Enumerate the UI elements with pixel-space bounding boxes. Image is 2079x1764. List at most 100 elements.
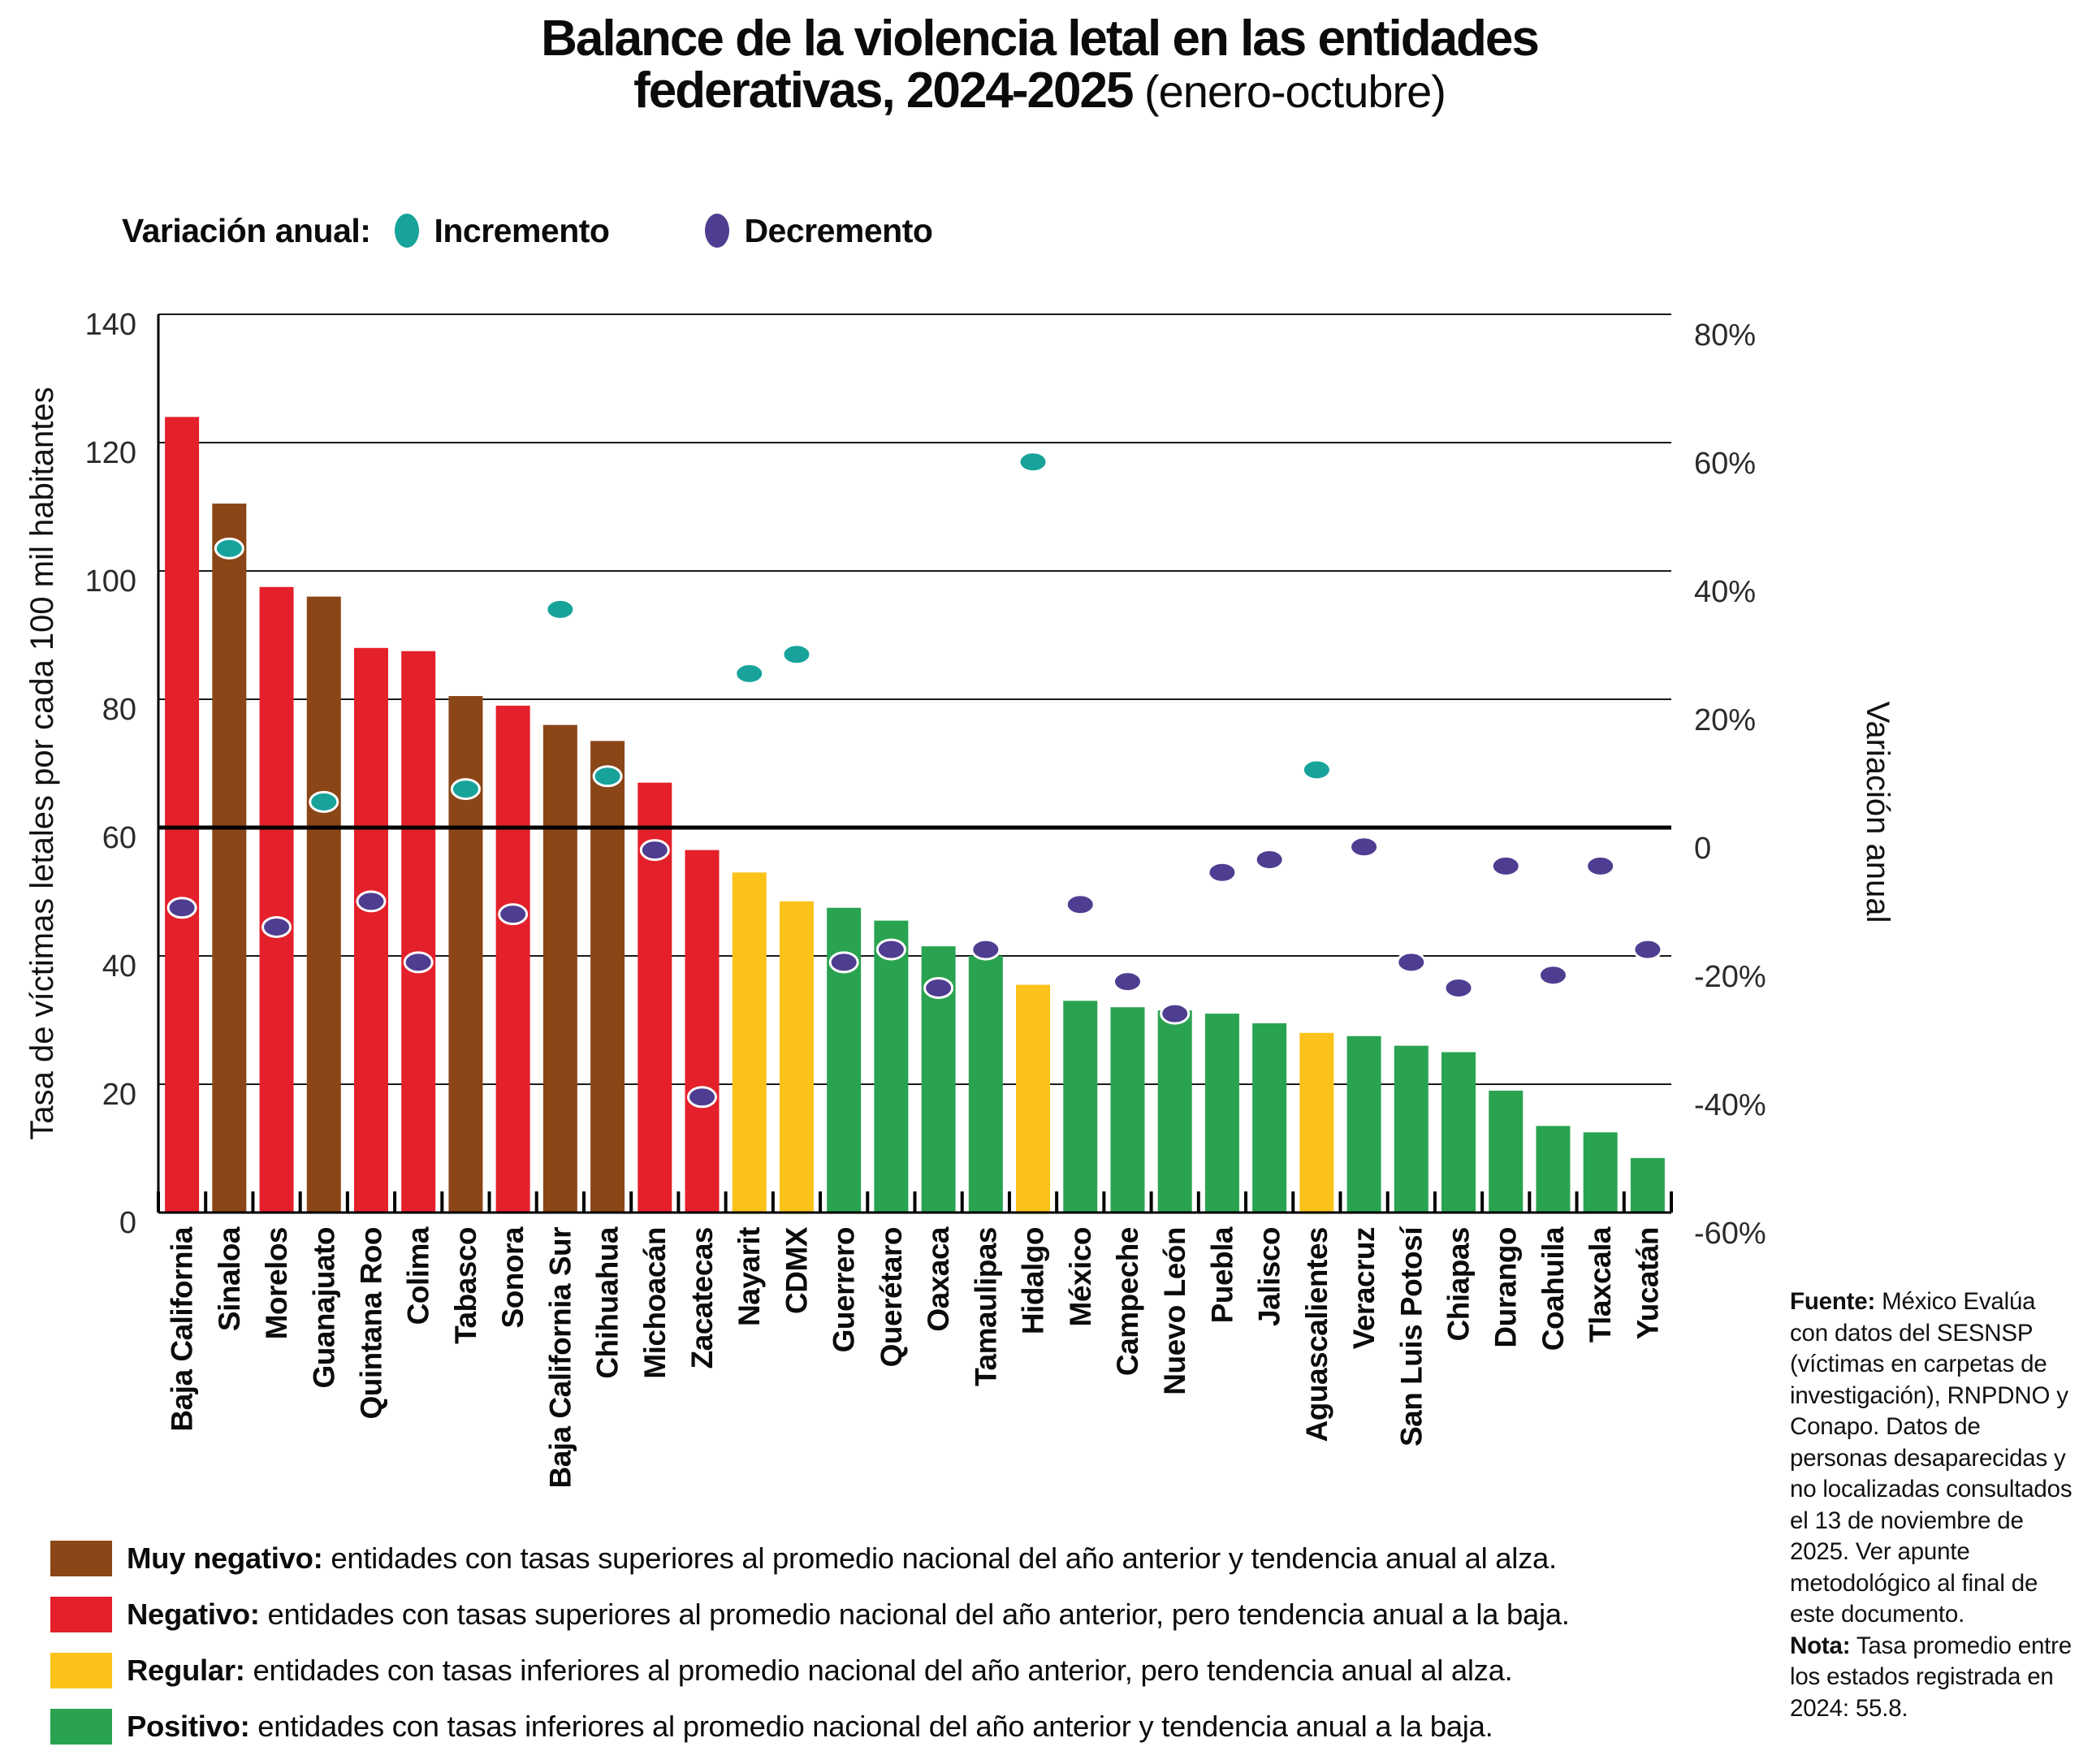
- variation-dot-Chihuahua: [592, 765, 623, 788]
- x-label-Morelos: Morelos: [260, 1227, 293, 1339]
- left-axis-label-80: 80: [102, 693, 136, 727]
- left-axis-label-40: 40: [102, 949, 136, 984]
- x-label-Yucatán: Yucatán: [1631, 1227, 1664, 1339]
- bar-Colima: [401, 651, 436, 1213]
- negativo-chip-icon: [50, 1597, 112, 1632]
- x-label-Veracruz: Veracruz: [1347, 1227, 1381, 1349]
- variation-dot-Sonora: [498, 903, 529, 926]
- bar-Baja California: [165, 417, 200, 1213]
- right-axis-label-60%: 60%: [1694, 447, 1756, 481]
- muy-negativo-chip-icon: [50, 1541, 112, 1576]
- incremento-label: Incremento: [434, 211, 610, 249]
- x-label-Sinaloa: Sinaloa: [213, 1226, 246, 1331]
- right-axis-label-80%: 80%: [1694, 318, 1756, 352]
- title-line2: federativas, 2024-2025 (enero-octubre): [0, 65, 2079, 118]
- decremento-dot-icon: [705, 214, 730, 248]
- variation-dot-Hidalgo: [1018, 451, 1048, 473]
- variation-dot-Sinaloa: [214, 537, 244, 560]
- x-label-Nuevo León: Nuevo León: [1158, 1227, 1191, 1395]
- x-label-Coahuila: Coahuila: [1537, 1226, 1570, 1351]
- bar-Baja California Sur: [542, 724, 577, 1213]
- x-label-Chihuahua: Chihuahua: [591, 1226, 625, 1379]
- source-note: Fuente: México Evalúa con datos del SESN…: [1790, 1286, 2076, 1724]
- legend-row-muy-negativo: Muy negativo: entidades con tasas superi…: [50, 1540, 1570, 1577]
- bar-Nuevo León: [1157, 1010, 1192, 1213]
- left-axis-label-140: 140: [85, 308, 136, 342]
- x-label-Tabasco: Tabasco: [449, 1227, 482, 1344]
- x-label-Hidalgo: Hidalgo: [1017, 1227, 1050, 1334]
- x-label-Colima: Colima: [402, 1226, 435, 1325]
- variation-dot-México: [1065, 893, 1096, 916]
- legend-row-positivo: Positivo: entidades con tasas inferiores…: [50, 1708, 1570, 1745]
- title-line1: Balance de la violencia letal en las ent…: [541, 11, 1540, 67]
- left-axis-label-0: 0: [119, 1206, 136, 1240]
- incremento-dot-icon: [395, 214, 420, 248]
- left-axis-label-120: 120: [85, 436, 136, 470]
- variation-dot-Zacatecas: [687, 1086, 718, 1109]
- variation-legend-label: Variación anual:: [122, 211, 371, 249]
- right-axis-title: Variación anual: [1860, 702, 1895, 923]
- regular-chip-icon: [50, 1653, 112, 1688]
- x-label-Tamaulipas: Tamaulipas: [969, 1227, 1002, 1386]
- left-axis-label-20: 20: [102, 1078, 136, 1112]
- x-label-Aguascalientes: Aguascalientes: [1300, 1227, 1333, 1442]
- left-axis-label-100: 100: [85, 564, 136, 599]
- x-label-CDMX: CDMX: [780, 1226, 813, 1314]
- bar-CDMX: [779, 901, 814, 1213]
- legend-desc-regular: entidades con tasas inferiores al promed…: [244, 1654, 1513, 1687]
- variation-dot-Baja California: [166, 897, 197, 919]
- x-label-Puebla: Puebla: [1205, 1226, 1238, 1323]
- x-label-Jalisco: Jalisco: [1253, 1227, 1286, 1326]
- right-axis-label--40%: -40%: [1694, 1088, 1766, 1122]
- bar-Campeche: [1110, 1007, 1145, 1213]
- bar-Zacatecas: [685, 850, 720, 1213]
- variation-dot-Nuevo León: [1160, 1002, 1191, 1025]
- right-axis-label-40%: 40%: [1694, 575, 1756, 609]
- x-label-Guerrero: Guerrero: [828, 1227, 861, 1352]
- x-label-Querétaro: Querétaro: [875, 1227, 908, 1367]
- legend-desc-muy-negativo: entidades con tasas superiores al promed…: [322, 1541, 1557, 1575]
- bar-San Luis Potosí: [1394, 1045, 1429, 1213]
- x-label-Campeche: Campeche: [1111, 1227, 1144, 1376]
- left-axis-label-60: 60: [102, 821, 136, 855]
- legend-desc-negativo: entidades con tasas superiores al promed…: [259, 1598, 1570, 1631]
- variation-dot-Colima: [403, 951, 434, 974]
- variation-dot-Veracruz: [1349, 836, 1380, 858]
- bar-Querétaro: [874, 920, 909, 1213]
- variation-dot-Oaxaca: [923, 977, 954, 999]
- bar-Hidalgo: [1016, 984, 1051, 1213]
- positivo-chip-icon: [50, 1709, 112, 1745]
- x-label-Oaxaca: Oaxaca: [922, 1226, 955, 1332]
- variation-dot-Campeche: [1112, 971, 1143, 993]
- x-label-Zacatecas: Zacatecas: [685, 1227, 719, 1368]
- variation-dot-Aguascalientes: [1301, 759, 1332, 781]
- left-axis-title: Tasa de víctimas letales por cada 100 mi…: [24, 387, 60, 1139]
- x-label-Sonora: Sonora: [496, 1226, 529, 1328]
- x-label-Chiapas: Chiapas: [1442, 1227, 1476, 1341]
- bar-Puebla: [1204, 1014, 1239, 1213]
- right-axis-label--20%: -20%: [1694, 960, 1766, 994]
- bar-Aguascalientes: [1299, 1032, 1334, 1213]
- title-line2-bold: federativas, 2024-2025: [633, 63, 1134, 119]
- fuente-text: México Evalúa con datos del SESNSP (víct…: [1790, 1288, 2073, 1628]
- variation-dot-Guanajuato: [309, 790, 339, 813]
- legend-term-regular: Regular:: [127, 1654, 245, 1687]
- legend-row-negativo: Negativo: entidades con tasas superiores…: [50, 1596, 1570, 1633]
- variation-dot-Quintana Roo: [356, 890, 387, 913]
- variation-legend: Variación anual: Incremento Decremento: [122, 210, 933, 252]
- variation-dot-San Luis Potosí: [1396, 951, 1427, 974]
- x-label-Baja California Sur: Baja California Sur: [543, 1227, 577, 1489]
- nota-block: Nota: Tasa promedio entre los estados re…: [1790, 1631, 2076, 1725]
- variation-dot-Tabasco: [450, 778, 481, 801]
- bar-Sonora: [495, 705, 530, 1213]
- x-label-Durango: Durango: [1489, 1227, 1523, 1348]
- title-line2-light: (enero-octubre): [1132, 66, 1446, 117]
- variation-dot-Guerrero: [828, 951, 859, 974]
- x-label-Nayarit: Nayarit: [733, 1227, 766, 1326]
- fuente-label: Fuente:: [1790, 1288, 1876, 1315]
- variation-dot-Nayarit: [734, 662, 765, 685]
- variation-dot-Querétaro: [875, 938, 906, 961]
- variation-dot-Michoacán: [639, 839, 670, 862]
- variation-dot-Yucatán: [1632, 938, 1663, 961]
- right-axis-label-20%: 20%: [1694, 703, 1756, 737]
